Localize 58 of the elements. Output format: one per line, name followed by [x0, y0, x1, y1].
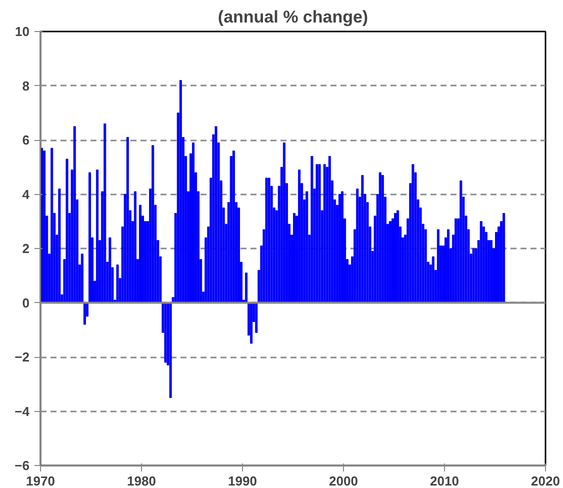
bar [232, 150, 235, 303]
bar [214, 126, 218, 303]
x-tick-label: 1980 [127, 474, 156, 488]
bar [138, 204, 142, 303]
bar [58, 188, 61, 303]
bar [255, 302, 258, 333]
bar [268, 178, 270, 303]
x-tick-label: 2000 [329, 474, 358, 488]
bar [447, 229, 450, 303]
bar [73, 126, 76, 303]
bar [169, 302, 172, 398]
bar [412, 164, 414, 303]
bar [323, 164, 326, 303]
y-tick-label: −2 [14, 350, 30, 364]
bar [460, 180, 462, 303]
bar [306, 191, 308, 303]
bar [66, 158, 68, 303]
bar [164, 302, 167, 363]
y-tick-label: 2 [22, 241, 30, 256]
bar [108, 237, 112, 303]
bar [316, 164, 318, 303]
bar [104, 123, 106, 303]
y-tick-label: 6 [22, 132, 30, 148]
bar [116, 264, 119, 303]
x-tick-label: 1970 [26, 474, 55, 488]
bar [134, 191, 136, 303]
x-tick-label: 2010 [430, 474, 459, 488]
y-tick-label: 8 [22, 78, 30, 94]
bar [298, 170, 301, 303]
bar [472, 248, 475, 303]
y-tick-label: −6 [14, 458, 30, 473]
x-tick-label: 1990 [228, 474, 257, 488]
bar [88, 172, 91, 303]
bar [152, 145, 154, 303]
bar [43, 150, 46, 303]
bar [432, 256, 434, 303]
chart-title: (annual % change) [218, 8, 368, 26]
bar [282, 142, 286, 303]
y-tick-label: 10 [15, 24, 30, 39]
bar [318, 164, 321, 303]
bar [250, 302, 253, 344]
bar [436, 229, 440, 303]
bar [245, 272, 248, 303]
y-tick-label: 0 [22, 295, 30, 310]
x-tick-label: 2020 [531, 474, 560, 488]
y-tick-label: −4 [14, 404, 30, 419]
bar [310, 156, 314, 303]
bar [50, 148, 54, 303]
bar [265, 178, 268, 303]
bar [356, 188, 359, 303]
bar [361, 175, 364, 303]
bar [502, 212, 506, 303]
bar [80, 254, 84, 303]
bar [179, 80, 182, 303]
bar [96, 170, 99, 303]
y-tick-label: 4 [22, 186, 30, 202]
bar [126, 137, 129, 303]
bar [83, 302, 86, 325]
